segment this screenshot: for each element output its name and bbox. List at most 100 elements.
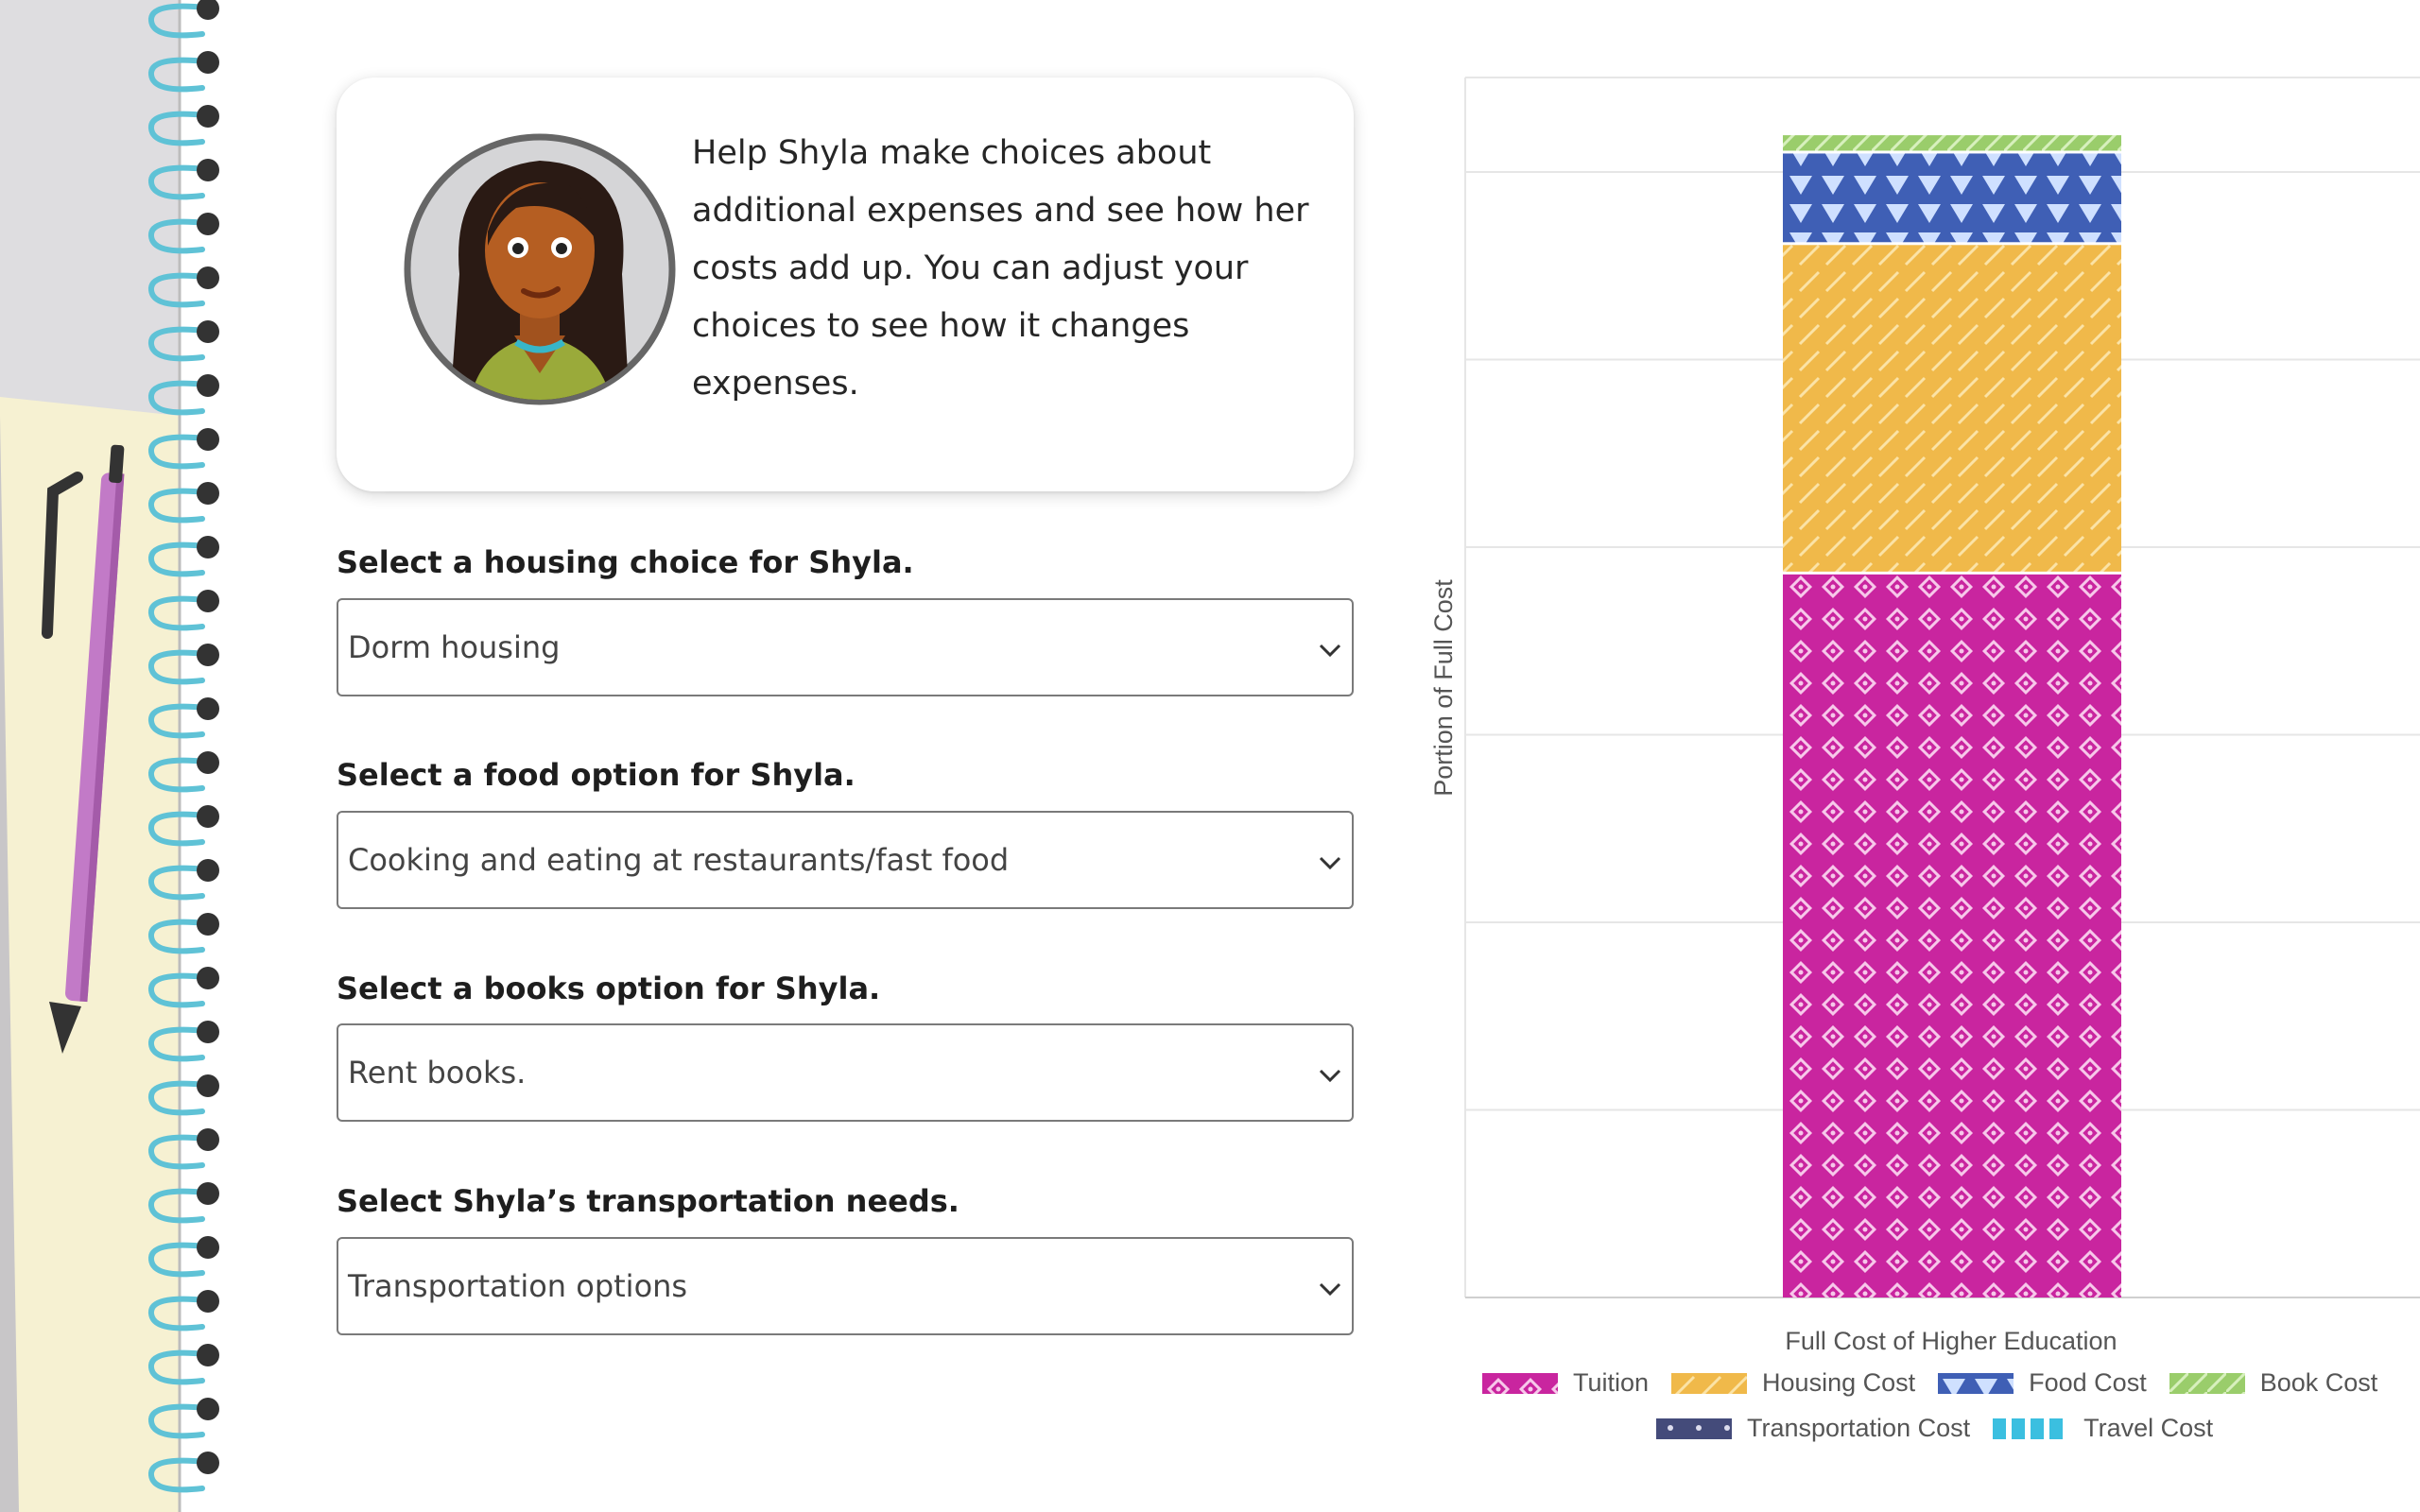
spiral-hole <box>197 320 219 343</box>
chevron-down-icon <box>1319 1282 1341 1297</box>
spiral-hole <box>197 536 219 558</box>
bar-segment-food-cost <box>1783 153 2121 243</box>
legend-item-housing: Housing Cost <box>1671 1368 1915 1398</box>
legend-row-2: Transportation Cost Travel Cost <box>1656 1414 2236 1443</box>
legend-item-food: Food Cost <box>1938 1368 2147 1398</box>
notebook-illustration <box>0 0 219 1512</box>
legend-item-book: Book Cost <box>2169 1368 2378 1398</box>
spiral-hole <box>197 213 219 235</box>
spiral-ring <box>148 434 209 470</box>
spiral-ring <box>148 57 209 93</box>
spiral-hole <box>197 0 219 20</box>
bar-segment-book-cost <box>1783 135 2121 151</box>
chevron-down-icon <box>1319 856 1341 870</box>
spiral-ring <box>148 326 209 362</box>
chart-plot: Portion of Full Cost Full Cost of Higher… <box>1429 77 2420 1355</box>
spiral-ring <box>148 595 209 631</box>
spiral-hole <box>197 697 219 720</box>
spiral-ring <box>148 919 209 954</box>
spiral-ring <box>148 1457 209 1493</box>
spiral-ring <box>148 1134 209 1170</box>
book-swatch-icon <box>2169 1372 2245 1394</box>
food-select-value: Cooking and eating at restaurants/fast f… <box>348 842 1010 878</box>
cost-chart: Portion of Full Cost Full Cost of Higher… <box>1399 57 2420 1474</box>
legend-item-tuition: Tuition <box>1482 1368 1649 1398</box>
housing-select-value: Dorm housing <box>348 629 561 665</box>
food-label: Select a food option for Shyla. <box>337 757 856 793</box>
spiral-ring <box>148 3 209 39</box>
spiral-ring <box>148 1296 209 1332</box>
chart-bars <box>1783 135 2121 1297</box>
legend-label-book: Book Cost <box>2259 1368 2378 1397</box>
spiral-ring <box>148 703 209 739</box>
spiral-ring <box>148 1188 209 1224</box>
legend-label-housing: Housing Cost <box>1762 1368 1916 1397</box>
transport-select-value: Transportation options <box>348 1268 688 1304</box>
spiral-hole <box>197 1452 219 1474</box>
books-select[interactable]: Rent books. <box>337 1023 1354 1122</box>
spiral-hole <box>197 967 219 989</box>
transport-swatch-icon <box>1656 1418 1732 1439</box>
spiral-hole <box>197 1290 219 1313</box>
spiral-ring <box>148 757 209 793</box>
spiral-ring <box>148 1242 209 1278</box>
tuition-swatch-icon <box>1482 1372 1558 1394</box>
spiral-ring <box>148 649 209 685</box>
books-select-value: Rent books. <box>348 1055 527 1091</box>
chevron-down-icon <box>1319 644 1341 658</box>
spiral-hole <box>197 428 219 451</box>
spiral-hole <box>197 1074 219 1097</box>
legend-label-tuition: Tuition <box>1573 1368 1650 1397</box>
bar-segment-housing-cost <box>1783 245 2121 572</box>
legend-item-transport: Transportation Cost <box>1656 1414 1970 1443</box>
spiral-hole <box>197 1398 219 1420</box>
intro-card: Help Shyla make choices about additional… <box>337 77 1354 491</box>
spiral-hole <box>197 859 219 882</box>
spiral-ring <box>148 1403 209 1439</box>
legend-label-food: Food Cost <box>2029 1368 2147 1397</box>
spiral-ring <box>148 865 209 901</box>
books-label: Select a books option for Shyla. <box>337 971 881 1006</box>
spiral-hole <box>197 590 219 612</box>
food-select[interactable]: Cooking and eating at restaurants/fast f… <box>337 811 1354 909</box>
spiral-hole <box>197 266 219 289</box>
intro-text: Help Shyla make choices about additional… <box>692 134 1309 403</box>
pen-icon <box>42 444 125 1054</box>
legend-label-transport: Transportation Cost <box>1747 1414 1971 1442</box>
spiral-ring <box>148 1026 209 1062</box>
spiral-hole <box>197 159 219 181</box>
legend-label-travel: Travel Cost <box>2083 1414 2214 1442</box>
spiral-hole <box>197 913 219 936</box>
transport-select[interactable]: Transportation options <box>337 1237 1354 1335</box>
spiral-ring <box>148 1349 209 1385</box>
spiral-ring <box>148 164 209 200</box>
spiral-hole <box>197 1021 219 1043</box>
spiral-ring <box>148 380 209 416</box>
travel-swatch-icon <box>1993 1418 2069 1439</box>
notebook-decoration <box>0 0 227 1512</box>
spiral-ring <box>148 111 209 146</box>
y-axis-label: Portion of Full Cost <box>1429 579 1458 797</box>
shyla-avatar <box>404 133 676 405</box>
housing-swatch-icon <box>1671 1372 1748 1394</box>
spiral-ring <box>148 1080 209 1116</box>
spiral-ring <box>148 811 209 847</box>
x-axis-label: Full Cost of Higher Education <box>1785 1327 2117 1355</box>
legend-row-1: Tuition Housing Cost Food Cost Book Cost <box>1482 1368 2400 1398</box>
spiral-hole <box>197 51 219 74</box>
spiral-ring <box>148 972 209 1008</box>
spiral-hole <box>197 374 219 397</box>
spiral-ring <box>148 488 209 524</box>
spiral-hole <box>197 644 219 666</box>
housing-select[interactable]: Dorm housing <box>337 598 1354 696</box>
chevron-down-icon <box>1319 1069 1341 1083</box>
spiral-ring <box>148 218 209 254</box>
spiral-ring <box>148 272 209 308</box>
spiral-ring <box>148 541 209 577</box>
spiral-hole <box>197 1344 219 1366</box>
housing-label: Select a housing choice for Shyla. <box>337 544 914 580</box>
transport-label: Select Shyla’s transportation needs. <box>337 1183 959 1219</box>
spiral-hole <box>197 1128 219 1151</box>
bar-segment-tuition <box>1783 574 2121 1297</box>
spiral-hole <box>197 805 219 828</box>
